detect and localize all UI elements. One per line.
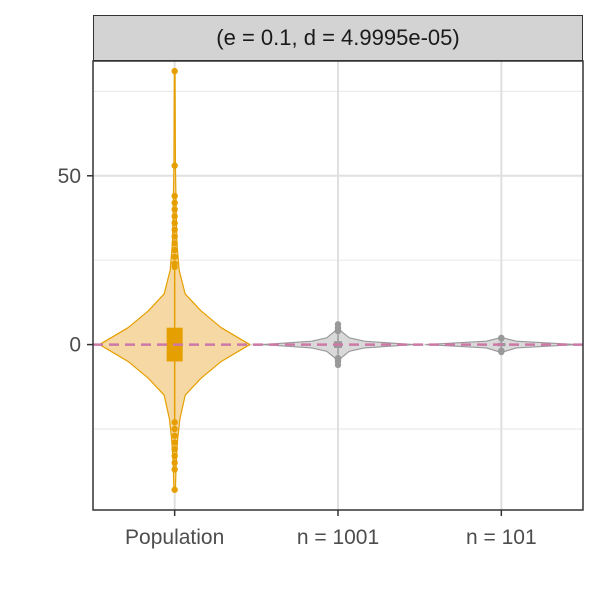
- facet-strip-label: (e = 0.1, d = 4.9995e-05): [93, 15, 583, 61]
- outlier-point: [171, 486, 178, 493]
- outlier-point: [171, 439, 178, 446]
- outlier-point: [171, 432, 178, 439]
- outlier-point: [171, 419, 178, 426]
- x-tick-label: Population: [125, 526, 224, 549]
- outlier-point: [171, 425, 178, 433]
- outlier-point: [171, 246, 178, 254]
- outlier-point: [171, 233, 178, 240]
- outlier-point: [334, 327, 342, 335]
- outlier-point: [171, 263, 178, 271]
- outlier-point: [171, 466, 178, 473]
- outlier-point: [171, 162, 178, 169]
- outlier-point: [171, 199, 178, 206]
- y-tick-label: 50: [58, 165, 81, 188]
- outlier-point: [498, 348, 505, 356]
- x-tick-label: n = 101: [466, 526, 537, 549]
- outlier-point: [171, 213, 178, 220]
- panel-border: [92, 60, 584, 511]
- y-tick-label: 0: [69, 334, 81, 357]
- outlier-point: [171, 240, 178, 247]
- outlier-point: [171, 452, 178, 460]
- outlier-point: [171, 226, 178, 233]
- axis-layer: 0 50 Population n = 1001 n = 101: [58, 165, 537, 549]
- outlier-point: [171, 206, 178, 213]
- outlier-point: [334, 361, 342, 369]
- x-tick-label: n = 1001: [297, 526, 379, 549]
- outlier-point: [171, 219, 178, 227]
- outlier-point: [498, 335, 505, 342]
- outlier-point: [171, 253, 178, 261]
- outlier-point: [171, 446, 178, 453]
- outlier-point: [171, 67, 178, 75]
- outlier-point: [171, 192, 178, 200]
- outlier-point: [171, 459, 178, 466]
